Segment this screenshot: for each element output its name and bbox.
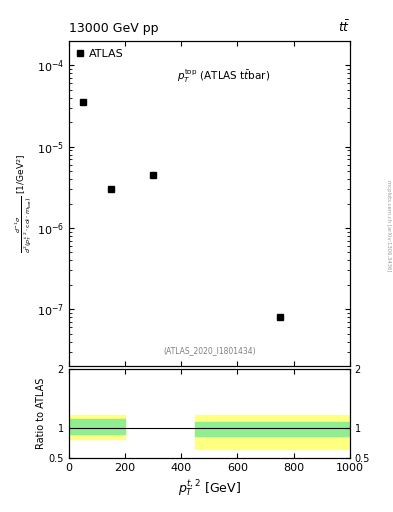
Text: $p_T^{\rm top}$ (ATLAS t$\bar{t}$bar): $p_T^{\rm top}$ (ATLAS t$\bar{t}$bar) [177,67,270,85]
Line: ATLAS: ATLAS [79,99,283,321]
Text: mcplots.cern.ch [arXiv:1306.3436]: mcplots.cern.ch [arXiv:1306.3436] [386,180,391,271]
Legend: ATLAS: ATLAS [74,47,126,61]
ATLAS [277,314,282,320]
Y-axis label: $\frac{d^{-1}\sigma}{d^2(p_T^{t,2}\cdot{\rm col}\cdot m_{\rm bar})}$ [1/GeV$^2$]: $\frac{d^{-1}\sigma}{d^2(p_T^{t,2}\cdot{… [13,154,34,253]
Text: (ATLAS_2020_I1801434): (ATLAS_2020_I1801434) [163,346,255,355]
X-axis label: $p_T^{t,2}$ [GeV]: $p_T^{t,2}$ [GeV] [178,479,241,499]
ATLAS [151,172,156,178]
Y-axis label: Ratio to ATLAS: Ratio to ATLAS [36,378,46,449]
ATLAS [81,99,85,105]
Text: $t\bar{t}$: $t\bar{t}$ [338,19,350,35]
ATLAS [108,186,113,193]
Text: 13000 GeV pp: 13000 GeV pp [69,22,158,35]
